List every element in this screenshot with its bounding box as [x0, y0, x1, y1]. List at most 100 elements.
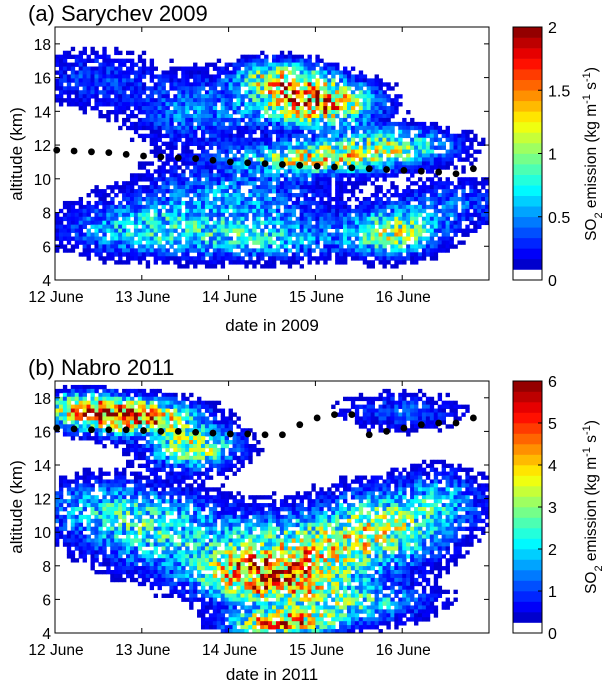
- heatmap-cell: [102, 204, 107, 210]
- heatmap-cell: [339, 212, 344, 218]
- heatmap-cell: [291, 102, 297, 107]
- heatmap-cell: [354, 173, 360, 178]
- heatmap-cell: [417, 149, 423, 154]
- heatmap-cell: [141, 248, 147, 253]
- heatmap-cell: [382, 82, 387, 87]
- heatmap-cell: [189, 440, 194, 445]
- heatmap-cell: [244, 106, 249, 111]
- heatmap-cell: [469, 220, 474, 226]
- heatmap-cell: [137, 173, 143, 178]
- heatmap-cell: [275, 153, 281, 158]
- heatmap-cell: [339, 169, 344, 174]
- heatmap-cell: [323, 161, 328, 166]
- heatmap-cell: [429, 169, 435, 174]
- heatmap-cell: [449, 208, 454, 214]
- heatmap-cell: [303, 169, 308, 174]
- heatmap-cell: [449, 200, 454, 206]
- heatmap-cell: [62, 74, 68, 79]
- heatmap-cell: [275, 196, 281, 202]
- heatmap-cell: [126, 102, 131, 107]
- heatmap-cell: [433, 244, 439, 249]
- heatmap-cell: [98, 220, 103, 226]
- heatmap-cell: [236, 129, 241, 135]
- heatmap-cell: [252, 436, 257, 441]
- heatmap-cell: [153, 90, 158, 95]
- heatmap-cell: [189, 106, 194, 111]
- heatmap-cell: [114, 252, 119, 257]
- heatmap-cell: [129, 113, 135, 119]
- heatmap-cell: [145, 98, 151, 103]
- heatmap-cell: [382, 137, 387, 143]
- heatmap-cell: [185, 396, 190, 402]
- heatmap-cell: [358, 228, 364, 233]
- heatmap-cell: [189, 444, 194, 449]
- heatmap-cell: [110, 62, 115, 67]
- heatmap-cell: [86, 86, 91, 91]
- heatmap-cell: [129, 240, 135, 245]
- heatmap-cell: [406, 428, 411, 433]
- heatmap-cell: [240, 137, 245, 143]
- heatmap-cell: [141, 244, 147, 249]
- heatmap-cell: [122, 74, 127, 79]
- heatmap-cell: [386, 94, 391, 99]
- heatmap-cell: [204, 424, 210, 429]
- heatmap-cell: [94, 428, 99, 433]
- heatmap-cell: [70, 216, 76, 222]
- heatmap-cell: [279, 252, 285, 257]
- heatmap-cell: [358, 161, 364, 166]
- heatmap-cell: [441, 212, 446, 218]
- heatmap-cell: [386, 412, 391, 417]
- heatmap-cell: [66, 66, 72, 71]
- heatmap-cell: [208, 420, 214, 425]
- heatmap-cell: [414, 228, 419, 233]
- heatmap-cell: [307, 220, 312, 226]
- heatmap-cell: [465, 129, 470, 135]
- heatmap-cell: [189, 129, 194, 135]
- heatmap-cell: [350, 193, 356, 198]
- heatmap-cell: [421, 220, 427, 226]
- heatmap-cell: [390, 420, 395, 425]
- heatmap-cell: [354, 110, 360, 115]
- heatmap-cell: [260, 153, 265, 158]
- heatmap-cell: [441, 161, 446, 166]
- heatmap-cell: [433, 193, 439, 198]
- heatmap-cell: [256, 196, 261, 202]
- heatmap-cell: [283, 244, 289, 249]
- heatmap-cell: [279, 153, 285, 158]
- heatmap-cell: [406, 189, 411, 194]
- heatmap-cell: [118, 404, 123, 409]
- heatmap-cell: [232, 153, 237, 158]
- heatmap-cell: [374, 90, 379, 95]
- heatmap-cell: [354, 102, 360, 107]
- heatmap-cell: [90, 248, 95, 253]
- heatmap-cell: [204, 94, 210, 99]
- heatmap-cell: [346, 196, 352, 202]
- heatmap-cell: [295, 117, 301, 123]
- heatmap-cell: [366, 260, 372, 265]
- heatmap-cell: [291, 113, 297, 119]
- heatmap-cell: [208, 264, 214, 269]
- colorbar-segment: [513, 227, 542, 239]
- heatmap-cell: [425, 252, 431, 257]
- heatmap-cell: [173, 189, 178, 194]
- heatmap-cell: [212, 102, 218, 107]
- heatmap-cell: [374, 153, 379, 158]
- heatmap-cell: [354, 412, 360, 417]
- heatmap-cell: [386, 113, 391, 119]
- heatmap-cell: [378, 396, 383, 402]
- heatmap-cell: [327, 113, 332, 119]
- heatmap-cell: [181, 416, 186, 421]
- heatmap-cell: [153, 392, 158, 398]
- heatmap-cell: [335, 157, 340, 162]
- heatmap-cell: [114, 412, 119, 417]
- heatmap-cell: [287, 189, 293, 194]
- heatmap-cell: [394, 404, 399, 409]
- heatmap-cell: [291, 212, 297, 218]
- heatmap-cell: [181, 78, 186, 83]
- heatmap-cell: [256, 145, 261, 150]
- heatmap-cell: [165, 200, 170, 206]
- heatmap-cell: [390, 244, 395, 249]
- heatmap-cell: [212, 74, 218, 79]
- heatmap-cell: [350, 82, 356, 87]
- heatmap-cell: [303, 149, 308, 154]
